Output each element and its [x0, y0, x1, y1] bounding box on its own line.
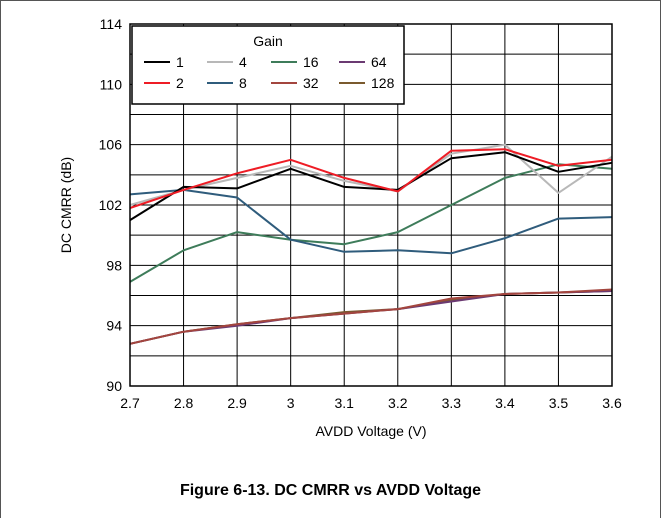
legend-label-gain-4: 4 — [239, 54, 247, 70]
x-axis-label: AVDD Voltage (V) — [315, 423, 426, 439]
y-tick-label: 94 — [106, 318, 122, 334]
x-tick-label: 3 — [287, 395, 295, 411]
y-tick-label: 102 — [99, 197, 123, 213]
x-tick-label: 3.2 — [388, 395, 408, 411]
x-tick-label: 3.6 — [602, 395, 622, 411]
series-lines — [129, 143, 613, 345]
series-line-gain-1 — [129, 151, 613, 221]
x-tick-label: 3.5 — [549, 395, 569, 411]
series-line-gain-128 — [129, 290, 613, 345]
y-tick-label: 90 — [106, 378, 122, 394]
legend-label-gain-8: 8 — [239, 75, 247, 91]
legend-label-gain-64: 64 — [371, 54, 387, 70]
legend-label-gain-1: 1 — [176, 54, 184, 70]
tick-labels: 2.7 2.8 2.9 3 3.1 3.2 3.3 3.4 3.5 3.6 90 94 98 102 106… — [99, 16, 622, 411]
legend-label-gain-32: 32 — [303, 75, 319, 91]
series-line-gain-2 — [129, 148, 613, 209]
plot-border — [129, 23, 613, 387]
legend-title: Gain — [253, 33, 283, 49]
legend-label-gain-2: 2 — [176, 75, 184, 91]
legend-label-gain-16: 16 — [303, 54, 319, 70]
x-tick-label: 2.8 — [174, 395, 194, 411]
series-line-gain-64 — [129, 290, 613, 345]
x-tick-label: 2.9 — [227, 395, 247, 411]
legend-label-gain-128: 128 — [371, 75, 395, 91]
x-tick-label: 2.7 — [120, 395, 140, 411]
figure-caption: Figure 6-13. DC CMRR vs AVDD Voltage — [179, 482, 482, 499]
y-tick-label: 106 — [99, 137, 123, 153]
x-tick-label: 3.4 — [495, 395, 515, 411]
y-axis-label: DC CMRR (dB) — [58, 157, 74, 253]
y-tick-label: 98 — [106, 257, 122, 273]
y-tick-label: 110 — [100, 76, 123, 92]
series-line-gain-32 — [129, 288, 613, 345]
series-line-gain-4 — [129, 143, 613, 206]
y-tick-label: 114 — [100, 16, 123, 32]
series-line-gain-16 — [129, 163, 613, 283]
legend: Gain 1 4 16 64 2 8 32 128 — [131, 25, 405, 105]
x-tick-label: 3.1 — [334, 395, 354, 411]
legend-box — [131, 25, 405, 105]
chart: Gain 1 4 16 64 2 8 32 128 2.7 2.8 2.9 3 3.1 3.2 3.3 3.4… — [58, 16, 622, 439]
series-line-gain-8 — [129, 188, 613, 255]
x-tick-label: 3.3 — [442, 395, 462, 411]
